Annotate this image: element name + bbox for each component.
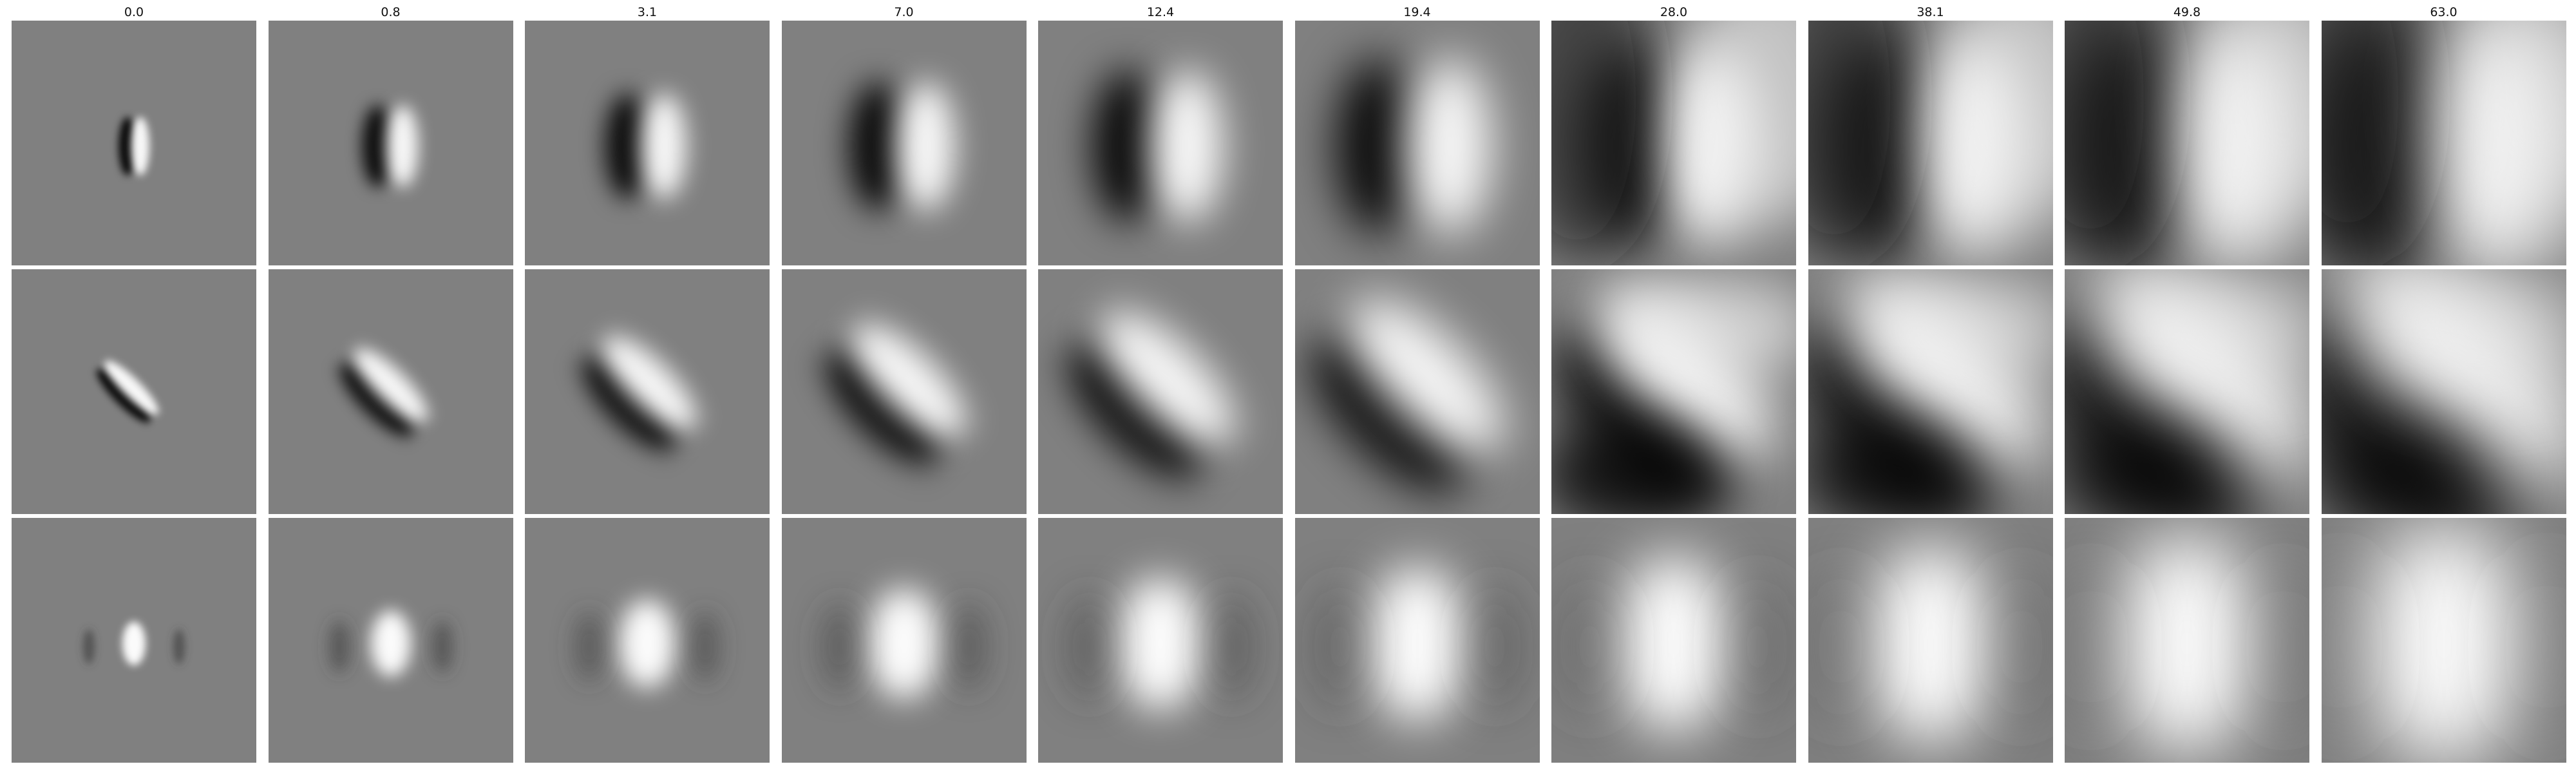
column-label: 3.1: [637, 5, 658, 19]
response-panel: [2321, 269, 2566, 514]
response-panel: [1294, 269, 1540, 514]
column-label: 49.8: [2173, 5, 2201, 19]
column-label: 38.1: [1917, 5, 1944, 19]
response-panel: [1551, 269, 1796, 514]
response-panel: [2065, 269, 2309, 514]
response-panel: [525, 21, 770, 265]
response-panel: [1294, 21, 1540, 265]
response-panel: [781, 21, 1027, 265]
response-panel: [525, 518, 770, 763]
response-panel: [1808, 269, 2053, 514]
response-panel: [12, 269, 256, 514]
response-panel: [781, 269, 1027, 514]
response-panel: [1551, 518, 1796, 763]
response-panel: [2065, 518, 2309, 763]
column-label: 7.0: [894, 5, 914, 19]
response-panel: [12, 21, 256, 265]
response-panel: [525, 269, 770, 514]
response-panel: [2321, 518, 2566, 763]
column-label: 19.4: [1403, 5, 1431, 19]
column-label: 0.8: [381, 5, 401, 19]
response-panel: [1038, 269, 1283, 514]
response-panel: [1551, 21, 1796, 265]
column-label: 12.4: [1146, 5, 1175, 19]
response-panel: [781, 518, 1027, 763]
response-panel: [268, 21, 513, 265]
response-panel: [268, 518, 513, 763]
column-label: 28.0: [1660, 5, 1688, 19]
response-panel: [1038, 518, 1283, 763]
response-panel: [12, 518, 256, 763]
response-panel: [268, 269, 513, 514]
response-panel: [1808, 518, 2053, 763]
response-panel: [2321, 21, 2566, 265]
response-panel: [1294, 518, 1540, 763]
response-panel: [1038, 21, 1283, 265]
response-panel: [2065, 21, 2309, 265]
column-label: 63.0: [2430, 5, 2458, 19]
response-panel: [1808, 21, 2053, 265]
column-label: 0.0: [124, 5, 144, 19]
